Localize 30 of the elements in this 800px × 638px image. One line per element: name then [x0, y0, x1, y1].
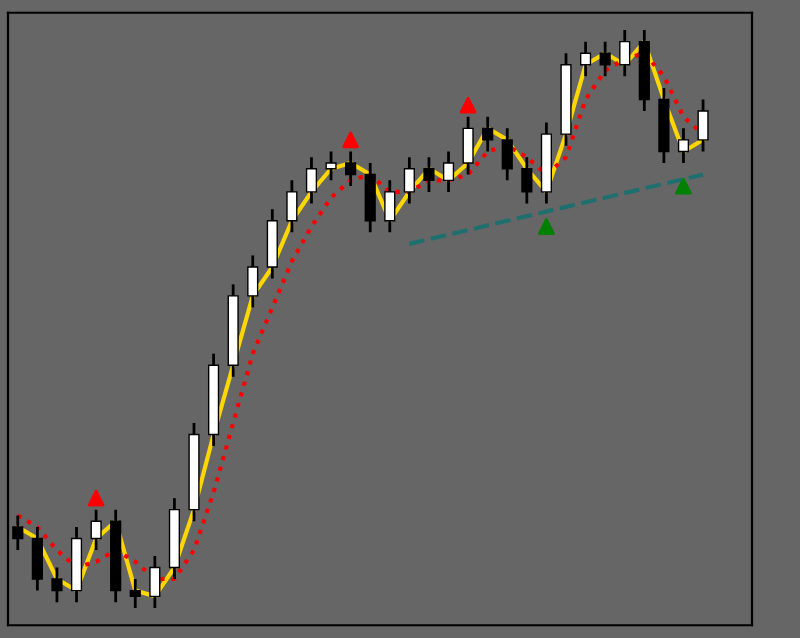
- candlestick: [286, 178, 298, 234]
- candlestick: [149, 554, 161, 610]
- candlestick: [129, 577, 141, 610]
- candlestick: [482, 115, 494, 153]
- point: [459, 96, 477, 114]
- point: [87, 489, 105, 507]
- candlestick: [521, 155, 533, 205]
- candlestick: [423, 155, 435, 194]
- candlestick: [384, 178, 396, 234]
- candlestick: [345, 150, 357, 188]
- candlestick: [90, 508, 102, 552]
- point: [675, 177, 692, 195]
- candlestick: [442, 150, 455, 194]
- candlestick: [31, 525, 43, 592]
- candlestick: [619, 28, 631, 78]
- candlestick: [462, 115, 474, 176]
- candlestick: [677, 126, 690, 165]
- candlestick: [501, 126, 513, 182]
- point: [342, 131, 359, 149]
- candlestick: [403, 155, 415, 205]
- candlestick: [247, 254, 259, 309]
- candlestick: [305, 155, 318, 205]
- point: [538, 218, 555, 235]
- candlestick: [579, 40, 592, 78]
- candlestick: [266, 207, 278, 280]
- candlestick: [364, 161, 376, 234]
- candlestick: [325, 150, 337, 182]
- candlestick: [599, 40, 611, 78]
- candlestick: [51, 566, 63, 604]
- candlestick: [697, 98, 709, 153]
